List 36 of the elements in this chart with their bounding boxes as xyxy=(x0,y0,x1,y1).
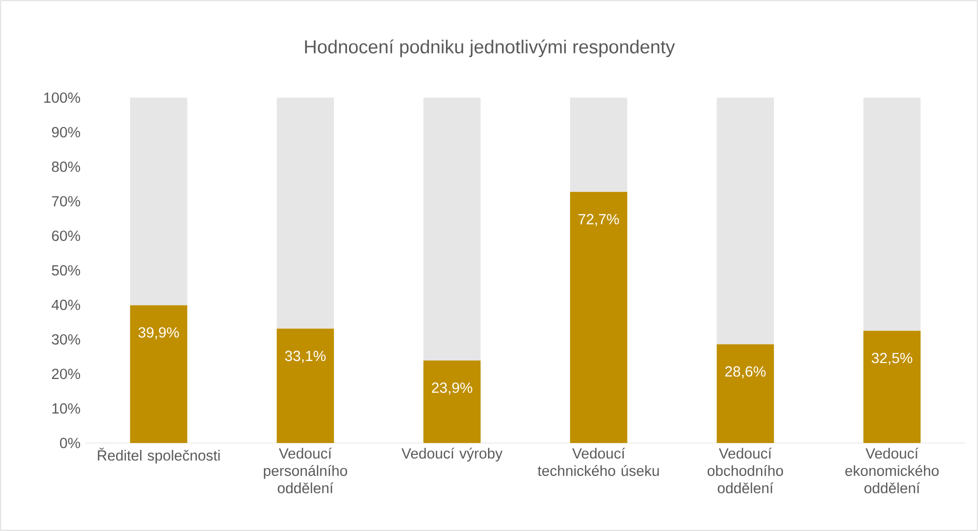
data-label: 23,9% xyxy=(432,382,472,395)
x-tick-label: Vedoucí výroby xyxy=(402,448,502,462)
bar xyxy=(423,98,481,360)
y-tick-label: 60% xyxy=(52,230,80,241)
bar xyxy=(130,98,188,306)
data-label: 32,5% xyxy=(872,352,912,365)
bar xyxy=(863,330,921,443)
y-tick-label: 50% xyxy=(52,265,80,276)
x-tick-label: Vedoucí ekonomického oddělení xyxy=(845,448,939,494)
y-tick-label: 30% xyxy=(52,334,80,345)
data-label: 39,9% xyxy=(138,327,179,340)
bar xyxy=(570,192,628,443)
x-tick-label: Vedoucí obchodního oddělení xyxy=(708,448,784,494)
bar xyxy=(716,98,774,344)
bar xyxy=(423,360,481,443)
y-tick-label: 0% xyxy=(60,438,80,448)
bar xyxy=(276,328,334,443)
bar xyxy=(863,98,921,331)
x-tick-label: Vedoucí personálního oddělení xyxy=(264,448,348,494)
chart-title: Hodnocení podniku jednotlivými respondenty xyxy=(305,40,675,58)
y-tick-label: 70% xyxy=(52,196,80,206)
y-tick-label: 20% xyxy=(52,368,80,380)
x-tick-label: Vedoucí technického úseku xyxy=(538,448,659,476)
bar xyxy=(716,344,774,443)
y-tick-label: 100% xyxy=(44,92,80,103)
bar xyxy=(130,305,188,443)
x-tick-label: Ředitel společnosti xyxy=(98,448,220,464)
y-tick-label: 10% xyxy=(52,403,80,414)
data-label: 33,1% xyxy=(285,350,326,363)
bar xyxy=(570,98,628,192)
data-label: 72,7% xyxy=(578,214,619,226)
y-tick-label: 90% xyxy=(52,127,80,138)
y-tick-label: 80% xyxy=(52,162,80,172)
y-tick-label: 40% xyxy=(52,300,80,310)
bar xyxy=(276,98,334,329)
data-label: 28,6% xyxy=(725,366,766,378)
